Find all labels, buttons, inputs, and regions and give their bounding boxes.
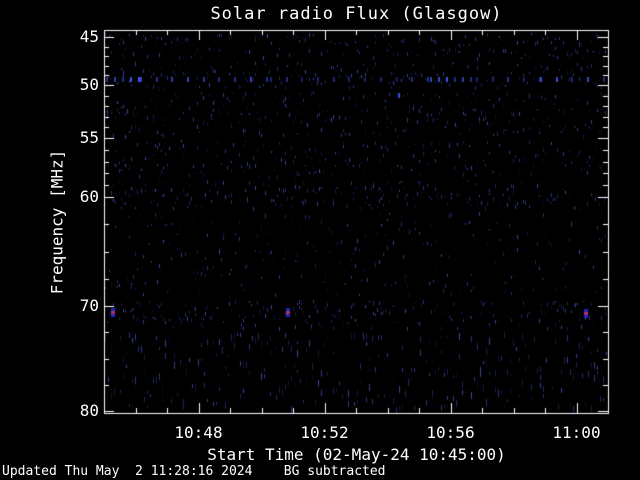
y-tick-label: 60	[79, 187, 99, 206]
x-axis-title: Start Time (02-May-24 10:45:00)	[207, 445, 506, 464]
x-tick-label: 10:48	[174, 423, 223, 442]
footer-status: Updated Thu May 2 11:28:16 2024 BG subtr…	[2, 464, 386, 479]
y-tick-label: 80	[79, 401, 99, 420]
y-tick-label: 55	[79, 128, 99, 147]
y-tick-label: 70	[79, 296, 99, 315]
x-tick-label: 10:56	[426, 423, 475, 442]
x-tick-label: 10:52	[300, 423, 349, 442]
y-tick-label: 50	[79, 75, 99, 94]
y-tick-label: 45	[79, 27, 99, 46]
chart-title: Solar radio Flux (Glasgow)	[210, 4, 503, 24]
y-axis-title: Frequency [MHz]	[47, 149, 67, 295]
x-tick-label: 11:00	[552, 423, 601, 442]
